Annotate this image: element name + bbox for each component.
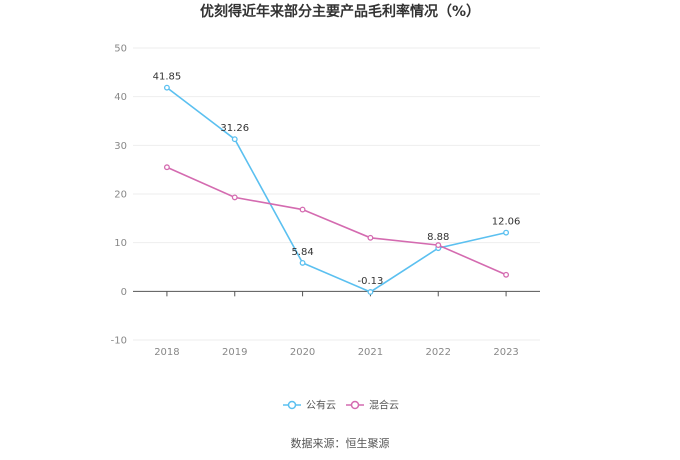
data-point [299, 259, 306, 266]
x-axis: 2018 2019 2020 2021 2022 2023 [154, 291, 519, 358]
series-line-0 [166, 87, 507, 293]
data-label: -0.13 [357, 276, 383, 287]
data-point [367, 289, 374, 295]
legend-marker [287, 400, 297, 410]
gridlines [133, 47, 540, 341]
y-tick-label: 0 [121, 287, 127, 298]
data-point [435, 242, 442, 249]
x-tick-label: 2018 [154, 347, 179, 358]
data-point [299, 206, 306, 213]
series-line-1 [166, 166, 507, 276]
legend-marker [350, 400, 360, 410]
data-point [231, 194, 238, 201]
legend-label: 公有云 [306, 399, 336, 412]
x-tick-label: 2022 [426, 347, 451, 358]
data-label: 5.84 [291, 247, 313, 258]
data-label: 12.06 [492, 217, 521, 228]
y-tick-label: -10 [111, 336, 127, 347]
data-point [503, 229, 510, 236]
series-layer: 41.85 31.26 5.84 -0.13 8.88 12.06 [153, 72, 521, 295]
x-tick-label: 2020 [290, 347, 315, 358]
y-axis: 50 40 30 20 10 0 -10 [111, 44, 127, 347]
data-label: 41.85 [153, 72, 182, 83]
y-tick-label: 40 [114, 92, 127, 103]
data-point [163, 84, 170, 91]
x-tick-label: 2021 [358, 347, 383, 358]
data-source: 数据来源：恒生聚源 [291, 436, 390, 450]
data-label: 31.26 [220, 123, 249, 134]
chart-title: 优刻得近年来部分主要产品毛利率情况（%） [200, 3, 480, 20]
data-point [231, 136, 238, 143]
y-tick-label: 10 [114, 238, 127, 249]
data-label: 8.88 [427, 232, 449, 243]
y-tick-label: 50 [114, 44, 127, 55]
legend[interactable]: 公有云 混合云 [283, 399, 399, 412]
data-point [503, 271, 510, 278]
x-tick-label: 2023 [493, 347, 518, 358]
y-tick-label: 20 [114, 190, 127, 201]
legend-label: 混合云 [369, 399, 399, 412]
data-point [367, 234, 374, 241]
x-tick-label: 2019 [222, 347, 247, 358]
y-tick-label: 30 [114, 141, 127, 152]
data-point [163, 164, 170, 171]
